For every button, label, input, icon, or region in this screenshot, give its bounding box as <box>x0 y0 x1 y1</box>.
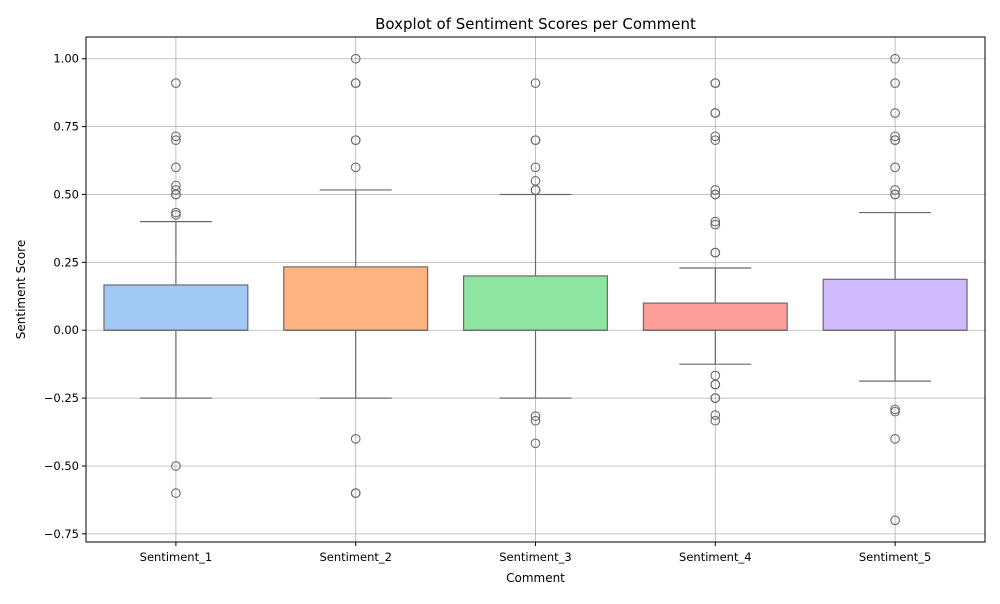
outlier-point <box>171 78 181 89</box>
outlier-point <box>890 108 900 118</box>
outlier-point <box>710 379 721 390</box>
outlier-point <box>710 216 721 227</box>
outlier-point <box>530 162 541 173</box>
outlier-point <box>171 162 181 173</box>
iqr-box <box>822 278 968 331</box>
outlier-point <box>171 488 181 498</box>
outlier-point <box>171 131 181 142</box>
y-tick-label: 0.75 <box>53 120 79 134</box>
iqr-box <box>283 266 429 331</box>
y-tick-label: −0.50 <box>44 459 79 473</box>
outlier-point <box>350 135 361 146</box>
axis-layer: −0.75 −0.50 −0.25 0.00 0.25 0.50 0.75 1.00 Senti… <box>44 52 932 564</box>
x-tick-label: Sentiment_4 <box>679 550 752 564</box>
outlier-point <box>171 189 181 200</box>
outlier-point <box>171 209 181 220</box>
outlier-point <box>890 135 900 146</box>
box-group-sentiment-1 <box>103 78 249 498</box>
y-tick-label: 0.00 <box>53 323 79 337</box>
outlier-point <box>890 404 900 415</box>
outlier-point <box>710 247 721 258</box>
outlier-point <box>890 433 900 444</box>
iqr-box <box>462 275 609 331</box>
outlier-point <box>710 219 721 230</box>
box-group-sentiment-2 <box>283 53 429 498</box>
box-group-sentiment-3 <box>462 78 609 449</box>
y-tick-label: −0.75 <box>44 527 79 541</box>
y-tick-label: −0.25 <box>44 391 79 405</box>
outlier-point <box>350 488 361 498</box>
box-layer <box>103 53 968 526</box>
outlier-point <box>530 415 541 426</box>
outlier-point <box>350 162 361 173</box>
outlier-point <box>530 438 541 449</box>
outlier-point <box>530 185 541 195</box>
outlier-point <box>350 78 361 89</box>
y-axis-label: Sentiment Score <box>14 240 28 339</box>
outlier-point <box>710 78 721 89</box>
outlier-point <box>890 78 900 89</box>
outlier-point <box>710 410 721 420</box>
outlier-point <box>890 162 900 173</box>
outlier-point <box>710 393 721 403</box>
outlier-point <box>171 135 181 146</box>
outlier-point <box>710 415 721 426</box>
chart-title: Boxplot of Sentiment Scores per Comment <box>375 15 696 33</box>
x-tick-label: Sentiment_1 <box>140 550 213 564</box>
outlier-point <box>350 53 361 64</box>
outlier-point <box>890 131 900 142</box>
outlier-point <box>710 131 721 142</box>
x-tick-label: Sentiment_3 <box>499 550 572 564</box>
outlier-point <box>710 135 721 146</box>
y-tick-label: 1.00 <box>53 52 79 66</box>
x-tick-label: Sentiment_2 <box>319 550 392 564</box>
iqr-box <box>642 302 788 331</box>
outlier-point <box>890 189 900 200</box>
outlier-point <box>890 515 900 526</box>
outlier-point <box>890 185 900 195</box>
outlier-point <box>530 78 541 89</box>
outlier-point <box>710 108 721 118</box>
y-tick-label: 0.25 <box>53 255 79 269</box>
outlier-point <box>171 185 181 195</box>
x-axis-label: Comment <box>506 571 565 585</box>
outlier-point <box>171 207 181 218</box>
y-tick-label: 0.50 <box>53 187 79 201</box>
x-tick-label: Sentiment_5 <box>859 550 932 564</box>
box-group-sentiment-4 <box>642 78 788 426</box>
outlier-point <box>171 461 181 471</box>
iqr-box <box>103 284 249 331</box>
outlier-point <box>350 433 361 444</box>
outlier-point <box>890 406 900 417</box>
outlier-point <box>710 189 721 200</box>
outlier-point <box>530 411 541 422</box>
outlier-point <box>530 135 541 146</box>
outlier-point <box>710 185 721 195</box>
box-group-sentiment-5 <box>822 53 968 526</box>
outlier-point <box>890 53 900 64</box>
plot-frame <box>85 36 986 543</box>
